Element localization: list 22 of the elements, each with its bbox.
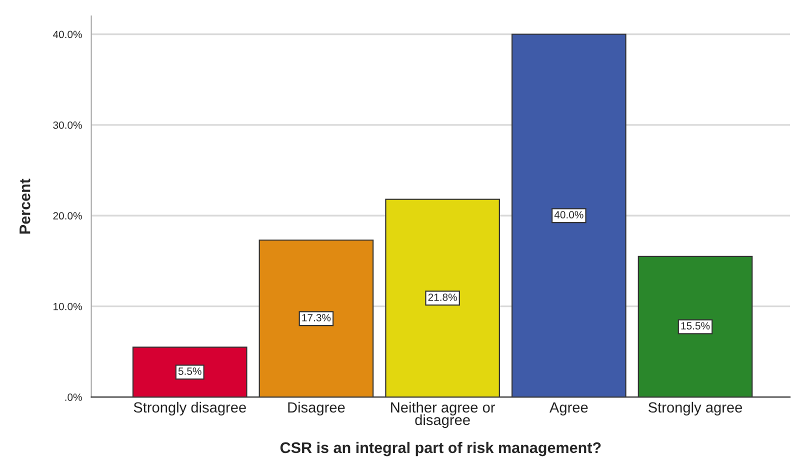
data-label: 40.0%: [554, 211, 584, 218]
bar: [385, 198, 500, 398]
x-axis-title: CSR is an integral part of risk management?: [280, 442, 601, 456]
x-tick-label: Strongly agree: [648, 402, 742, 416]
data-label: 15.5%: [681, 322, 710, 330]
y-axis-title: Percent: [20, 178, 30, 234]
y-tick-label: 20.0%: [53, 212, 82, 220]
y-tick-label: 30.0%: [53, 121, 82, 129]
data-label: 17.3%: [302, 314, 331, 322]
x-tick-label: Strongly disagree: [134, 402, 246, 416]
data-label: 21.8%: [428, 294, 457, 301]
y-tick-label: 10.0%: [54, 302, 82, 310]
x-tick-label: Disagree: [288, 402, 345, 416]
bar: [132, 346, 248, 398]
x-tick-label: Agree: [549, 402, 588, 416]
bar: [258, 240, 374, 398]
bar: [512, 34, 626, 398]
data-label: 5.5%: [178, 368, 202, 375]
x-tick-label: Neither agree or disagree: [391, 402, 496, 428]
y-tick-label: .0%: [65, 394, 82, 401]
bar: [638, 256, 753, 398]
y-tick-label: 40.0%: [52, 30, 82, 38]
